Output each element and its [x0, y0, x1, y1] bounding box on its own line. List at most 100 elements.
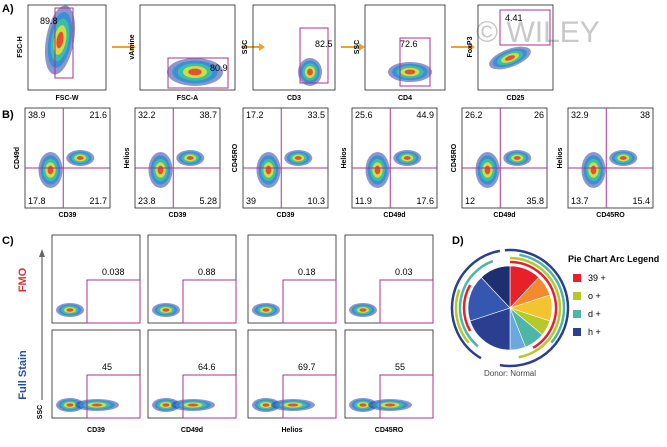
quadrant-value: 26	[534, 110, 544, 120]
watermark: © WILEY	[476, 16, 600, 49]
gate	[167, 57, 229, 89]
density-blob	[262, 403, 270, 407]
gate-value: 45	[102, 362, 112, 372]
arrowhead	[469, 43, 475, 51]
quadrant-value: 33.5	[307, 110, 325, 120]
y-axis-label: vAmine	[129, 34, 136, 59]
quadrant-value: 21.6	[89, 110, 107, 120]
legend-swatch	[573, 292, 581, 300]
legend-label: h +	[588, 327, 601, 337]
row-label: FMO	[17, 267, 29, 292]
quadrant-value: 17.6	[416, 196, 434, 206]
x-axis-label: CD39	[277, 212, 295, 219]
density-blob	[294, 156, 302, 160]
y-axis-label: SSC	[354, 40, 361, 54]
x-axis-label: CD39	[87, 427, 105, 434]
gate	[499, 9, 551, 46]
y-axis-label: Helios	[124, 147, 131, 168]
density-blob	[76, 156, 84, 160]
pie-slice	[480, 265, 511, 309]
gate	[399, 37, 431, 87]
density-blob	[359, 403, 367, 407]
row-label: Full Stain	[17, 350, 29, 400]
quadrant-value: 5.28	[199, 196, 217, 206]
quadrant-value: 23.8	[138, 196, 156, 206]
gate	[86, 279, 141, 324]
density-blob	[590, 165, 597, 175]
gate	[379, 374, 434, 419]
arrowhead	[259, 43, 265, 51]
panel-label: D)	[452, 235, 464, 247]
gate-value: 69.7	[298, 362, 316, 372]
quadrant-value: 13.7	[571, 196, 589, 206]
x-axis-label: Helios	[281, 427, 302, 434]
pie-arc	[454, 289, 470, 344]
legend-swatch	[573, 328, 581, 336]
density-blob	[307, 68, 313, 76]
x-axis-label: CD49d	[383, 212, 405, 219]
x-axis-label: FSC-A	[177, 95, 198, 102]
x-axis-label: CD39	[169, 212, 187, 219]
density-blob	[287, 403, 299, 407]
x-axis-label: CD45RO	[375, 427, 404, 434]
y-axis-label: SSC	[37, 405, 44, 419]
quadrant-value: 38	[640, 110, 650, 120]
gate-value: 0.038	[102, 267, 125, 277]
density-blob	[66, 403, 74, 407]
density-blob	[91, 403, 103, 407]
plot-frame	[461, 107, 548, 209]
density-blob	[262, 308, 270, 312]
quadrant-value: 25.6	[355, 110, 373, 120]
density-blob	[374, 165, 381, 175]
pie-arc	[519, 253, 566, 344]
gate	[182, 279, 237, 324]
x-axis-label: FSC-W	[56, 95, 79, 102]
panel-label: C)	[2, 235, 14, 247]
plot-frame	[139, 4, 236, 91]
quadrant-value: 15.4	[632, 196, 650, 206]
x-axis-label: CD25	[507, 95, 525, 102]
plot-frame	[24, 107, 111, 209]
gate-value: 4.41	[505, 13, 523, 23]
pie-arc	[458, 259, 494, 348]
density-blob	[66, 308, 74, 312]
quadrant-value: 35.8	[526, 196, 544, 206]
y-axis-label: CD45RO	[232, 143, 239, 172]
quadrant-value: 12	[465, 196, 475, 206]
quadrant-value: 10.3	[307, 196, 325, 206]
legend-label: 39 +	[588, 273, 606, 283]
gate-value: 89.8	[40, 16, 58, 26]
plot-frame	[351, 107, 438, 209]
gate	[86, 374, 141, 419]
x-axis-label: CD4	[398, 95, 412, 102]
quadrant-value: 38.9	[28, 110, 46, 120]
density-blob	[47, 165, 54, 175]
pie-slice	[469, 307, 511, 351]
x-axis-label: CD3	[287, 95, 301, 102]
pie-arc	[499, 248, 570, 368]
pie-arc	[450, 249, 501, 360]
quadrant-value: 32.2	[138, 110, 156, 120]
density-blob	[403, 156, 411, 160]
quadrant-value: 32.9	[571, 110, 589, 120]
gate-value: 80.9	[210, 63, 228, 73]
pie-arc	[509, 256, 562, 359]
legend-label: o +	[588, 291, 601, 301]
quadrant-value: 11.9	[355, 196, 372, 206]
y-axis-label: CD49d	[14, 147, 21, 169]
pie-arc	[462, 284, 472, 332]
density-blob	[186, 156, 194, 160]
arrowhead	[130, 43, 136, 51]
gate-value: 0.03	[395, 267, 413, 277]
x-axis-label: CD39	[59, 212, 77, 219]
y-axis-label: Helios	[557, 147, 564, 168]
quadrant-value: 21.7	[89, 196, 107, 206]
gate	[282, 374, 337, 419]
density-blob	[162, 403, 170, 407]
x-axis-label: CD49d	[493, 212, 515, 219]
gate-value: 82.5	[315, 39, 333, 49]
y-axis-label: CD45RO	[451, 143, 458, 172]
gate	[282, 279, 337, 324]
y-axis-label: Helios	[341, 147, 348, 168]
